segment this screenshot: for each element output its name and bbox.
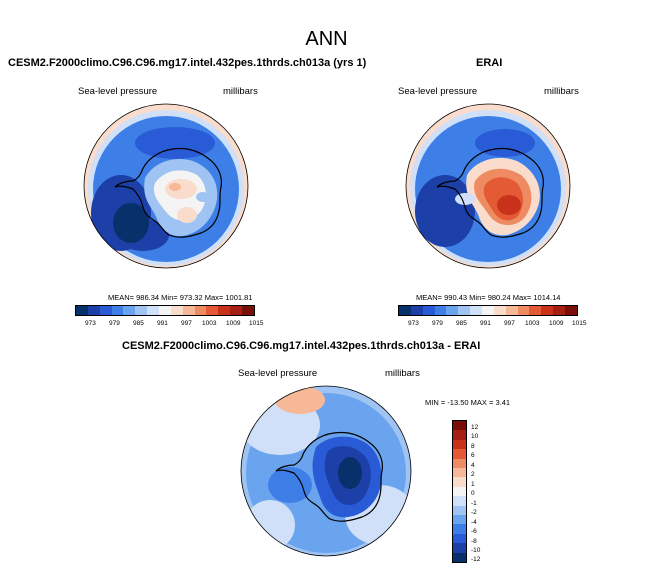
model-tick: 1009 [226, 320, 240, 327]
model-slp-map [83, 103, 249, 269]
obs-tick: 1015 [572, 320, 586, 327]
diff-variable-label: Sea-level pressure [238, 368, 317, 379]
model-tick: 979 [109, 320, 120, 327]
diff-tick: -12 [471, 556, 480, 563]
obs-variable-label: Sea-level pressure [398, 86, 477, 97]
model-tick: 997 [181, 320, 192, 327]
diff-units-label: millibars [385, 368, 420, 379]
diff-tick: 0 [471, 490, 475, 497]
diff-tick: 12 [471, 424, 478, 431]
obs-tick: 973 [408, 320, 419, 327]
obs-units-label: millibars [544, 86, 579, 97]
obs-panel-title: ERAI [476, 57, 502, 69]
obs-slp-map [405, 103, 571, 269]
diff-tick: 1 [471, 481, 475, 488]
model-panel-title: CESM2.F2000climo.C96.C96.mg17.intel.432p… [8, 57, 366, 69]
obs-tick: 997 [504, 320, 515, 327]
obs-stats: MEAN= 990.43 Min= 980.24 Max= 1014.14 [416, 293, 560, 302]
obs-tick: 1003 [525, 320, 539, 327]
diff-tick: 8 [471, 443, 475, 450]
diff-tick: -1 [471, 500, 477, 507]
diff-tick: -6 [471, 528, 477, 535]
model-tick: 973 [85, 320, 96, 327]
diff-stats: MIN = -13.50 MAX = 3.41 [425, 398, 510, 407]
model-tick: 1003 [202, 320, 216, 327]
model-units-label: millibars [223, 86, 258, 97]
diff-tick: 2 [471, 471, 475, 478]
diff-colorbar [452, 420, 467, 563]
diff-panel-title: CESM2.F2000climo.C96.C96.mg17.intel.432p… [122, 340, 480, 352]
diff-tick: 4 [471, 462, 475, 469]
obs-colorbar [398, 305, 578, 316]
model-tick: 991 [157, 320, 168, 327]
diff-tick: -2 [471, 509, 477, 516]
diff-tick: 6 [471, 452, 475, 459]
diff-tick: -8 [471, 538, 477, 545]
model-stats: MEAN= 986.34 Min= 973.32 Max= 1001.81 [108, 293, 252, 302]
diff-slp-map [240, 385, 412, 557]
obs-tick: 985 [456, 320, 467, 327]
obs-tick: 979 [432, 320, 443, 327]
main-title: ANN [0, 28, 653, 51]
diff-tick: 10 [471, 433, 478, 440]
obs-tick: 991 [480, 320, 491, 327]
model-tick: 985 [133, 320, 144, 327]
diff-tick: -4 [471, 519, 477, 526]
model-tick: 1015 [249, 320, 263, 327]
model-variable-label: Sea-level pressure [78, 86, 157, 97]
diff-tick: -10 [471, 547, 480, 554]
model-colorbar [75, 305, 255, 316]
obs-tick: 1009 [549, 320, 563, 327]
